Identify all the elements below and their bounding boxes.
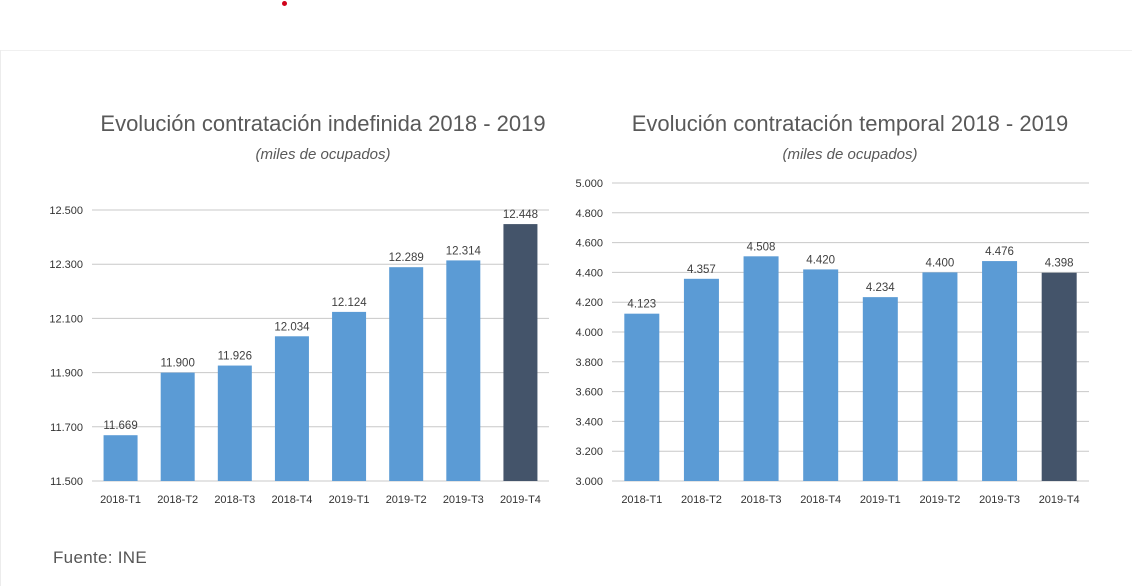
x-tick-label: 2018-T2: [681, 494, 722, 506]
y-tick-label: 12.500: [49, 205, 83, 217]
x-tick-label: 2018-T4: [271, 494, 312, 506]
data-label: 11.669: [103, 420, 137, 432]
y-tick-label: 11.700: [50, 422, 83, 434]
chart-subtitle: (miles de ocupados): [255, 146, 390, 163]
data-label: 12.124: [331, 297, 367, 309]
data-label: 12.289: [389, 252, 424, 264]
bar-2018-T1: [624, 313, 660, 481]
red-dot-marker: [282, 1, 287, 6]
bar-2019-T1: [332, 311, 367, 481]
bar-2019-T3: [982, 261, 1018, 481]
y-tick-label: 11.500: [50, 476, 83, 488]
y-tick-label: 12.100: [49, 313, 83, 325]
chart-title: Evolución contratación indefinida 2018 -…: [100, 111, 545, 136]
y-tick-label: 4.400: [575, 267, 603, 279]
chart-title: Evolución contratación temporal 2018 - 2…: [632, 111, 1069, 136]
x-tick-label: 2019-T1: [329, 494, 370, 506]
x-tick-label: 2019-T3: [979, 494, 1020, 506]
x-tick-label: 2018-T4: [800, 494, 841, 506]
data-label: 4.400: [926, 257, 955, 269]
data-label: 12.034: [274, 321, 310, 333]
y-tick-label: 4.200: [575, 297, 603, 309]
x-tick-label: 2018-T2: [157, 494, 198, 506]
bar-2018-T2: [683, 278, 719, 481]
data-label: 4.357: [687, 264, 716, 276]
bar-2019-T2: [922, 272, 958, 481]
x-tick-label: 2018-T1: [621, 494, 662, 506]
y-tick-label: 4.600: [575, 238, 603, 250]
y-tick-label: 3.400: [575, 416, 603, 428]
x-tick-label: 2019-T4: [1039, 494, 1080, 506]
bar-2018-T4: [274, 336, 309, 481]
bar-2018-T3: [743, 256, 779, 481]
data-label: 12.448: [503, 209, 538, 221]
chart-temporal: Evolución contratación temporal 2018 - 2…: [575, 111, 1089, 506]
y-tick-label: 3.200: [575, 446, 603, 458]
data-label: 4.123: [627, 299, 656, 311]
y-tick-label: 4.800: [575, 208, 603, 220]
bar-2018-T2: [160, 372, 195, 481]
data-label: 4.398: [1045, 258, 1074, 270]
bar-2019-T3: [446, 260, 481, 481]
bar-2019-T4: [1041, 272, 1077, 481]
data-label: 11.926: [218, 351, 252, 363]
y-tick-label: 12.300: [49, 259, 83, 271]
x-tick-label: 2019-T3: [443, 494, 484, 506]
y-tick-label: 3.600: [575, 387, 603, 399]
x-tick-label: 2018-T3: [214, 494, 255, 506]
source-note: Fuente: INE: [53, 548, 148, 567]
data-label: 4.508: [747, 241, 776, 253]
data-label: 4.234: [866, 282, 895, 294]
data-label: 4.420: [806, 254, 835, 266]
bar-2018-T1: [103, 435, 138, 481]
y-tick-label: 3.000: [575, 476, 603, 488]
x-tick-label: 2019-T1: [860, 494, 901, 506]
bar-2018-T4: [803, 269, 839, 481]
data-label: 12.314: [446, 245, 482, 257]
x-tick-label: 2019-T4: [500, 494, 541, 506]
bar-2019-T1: [862, 297, 898, 481]
top-divider: [0, 50, 1132, 51]
bar-2019-T4: [503, 224, 538, 482]
x-tick-label: 2019-T2: [386, 494, 427, 506]
y-tick-label: 5.000: [575, 178, 603, 190]
x-tick-label: 2019-T2: [919, 494, 960, 506]
y-tick-label: 4.000: [575, 327, 603, 339]
bar-2018-T3: [217, 365, 252, 481]
y-tick-label: 11.900: [50, 368, 83, 380]
bar-2019-T2: [389, 267, 424, 481]
data-label: 11.900: [161, 358, 195, 370]
chart-subtitle: (miles de ocupados): [782, 146, 917, 163]
data-label: 4.476: [985, 246, 1014, 258]
left-divider: [0, 50, 1, 586]
x-tick-label: 2018-T1: [100, 494, 141, 506]
y-tick-label: 3.800: [575, 357, 603, 369]
chart-indefinida: Evolución contratación indefinida 2018 -…: [49, 111, 549, 506]
x-tick-label: 2018-T3: [741, 494, 782, 506]
